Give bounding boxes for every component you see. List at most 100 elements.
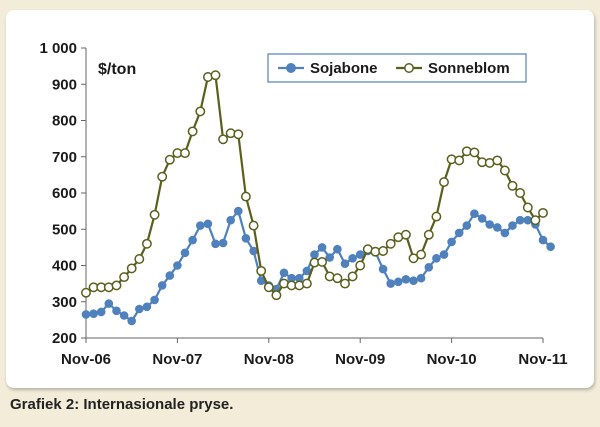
data-point bbox=[119, 311, 129, 320]
data-point bbox=[126, 263, 137, 274]
data-point bbox=[180, 148, 190, 159]
data-point bbox=[248, 220, 259, 231]
data-point bbox=[187, 126, 198, 137]
series-layer bbox=[81, 70, 555, 326]
data-point bbox=[240, 191, 251, 202]
data-point bbox=[310, 250, 319, 259]
y-tick-label: 800 bbox=[52, 113, 77, 130]
data-point bbox=[218, 238, 228, 248]
data-point bbox=[325, 253, 335, 262]
series-sonneblom bbox=[81, 70, 548, 301]
data-point bbox=[210, 70, 221, 81]
data-point bbox=[195, 106, 206, 117]
data-point bbox=[173, 261, 182, 270]
x-axis: Nov-06 Nov-07 Nov-08 Nov-09 Nov-10 Nov-11 bbox=[61, 337, 568, 368]
data-point bbox=[81, 310, 91, 319]
data-point bbox=[355, 250, 365, 259]
data-point bbox=[119, 272, 130, 283]
data-point bbox=[522, 202, 533, 213]
data-point bbox=[211, 239, 220, 249]
data-point bbox=[89, 309, 98, 319]
data-point bbox=[333, 244, 342, 254]
data-point bbox=[469, 147, 480, 158]
y-axis: 200 300 400 500 600 700 800 900 1 000 bbox=[39, 40, 87, 347]
data-point bbox=[454, 228, 464, 238]
y-tick-label: 900 bbox=[52, 76, 77, 93]
data-point bbox=[164, 154, 175, 165]
data-point bbox=[340, 278, 350, 289]
data-point bbox=[263, 282, 274, 293]
chart-frame: 200 300 400 500 600 700 800 900 1 000 Nov-06 Nov-… bbox=[6, 10, 594, 388]
data-point bbox=[142, 302, 152, 312]
data-point bbox=[104, 299, 114, 308]
data-point bbox=[157, 171, 168, 182]
data-point bbox=[135, 304, 144, 314]
data-point bbox=[462, 221, 472, 230]
data-point bbox=[233, 129, 244, 140]
data-point bbox=[188, 235, 197, 245]
data-point bbox=[249, 246, 258, 256]
data-point bbox=[301, 278, 312, 289]
data-point bbox=[409, 276, 418, 286]
data-point bbox=[241, 234, 251, 243]
data-point bbox=[424, 262, 434, 272]
y-tick-label: 400 bbox=[52, 258, 77, 275]
data-point bbox=[439, 177, 449, 188]
data-point bbox=[279, 268, 289, 278]
data-point bbox=[432, 254, 441, 263]
data-point bbox=[431, 211, 442, 222]
data-point bbox=[256, 265, 267, 276]
data-point bbox=[81, 287, 91, 298]
x-tick-label: Nov-07 bbox=[152, 351, 202, 368]
data-point bbox=[400, 229, 411, 240]
data-point bbox=[149, 209, 160, 220]
data-point bbox=[157, 281, 167, 290]
data-point bbox=[447, 237, 456, 247]
x-tick-label: Nov-11 bbox=[518, 351, 567, 368]
x-tick-label: Nov-08 bbox=[244, 351, 294, 368]
data-point bbox=[385, 238, 396, 249]
data-point bbox=[515, 188, 526, 198]
data-point bbox=[340, 259, 350, 268]
data-point bbox=[234, 206, 243, 216]
data-point bbox=[454, 155, 465, 166]
data-point bbox=[226, 215, 235, 225]
data-point bbox=[203, 219, 213, 229]
y-tick-label: 600 bbox=[52, 185, 77, 202]
data-point bbox=[165, 271, 175, 280]
data-point bbox=[538, 235, 548, 245]
x-tick-label: Nov-09 bbox=[335, 351, 385, 368]
data-point bbox=[96, 307, 106, 317]
data-point bbox=[394, 277, 403, 287]
data-point bbox=[141, 238, 152, 249]
y-tick-label: 300 bbox=[52, 294, 77, 311]
unit-label: $/ton bbox=[98, 61, 136, 78]
data-point bbox=[408, 253, 419, 264]
data-point bbox=[332, 273, 343, 284]
data-point bbox=[378, 264, 388, 274]
legend-swatch-marker bbox=[404, 63, 414, 73]
data-point bbox=[499, 165, 510, 176]
legend-label: Sonneblom bbox=[428, 60, 510, 77]
data-point bbox=[196, 221, 205, 230]
data-point bbox=[348, 254, 357, 263]
data-point bbox=[401, 275, 411, 284]
data-point bbox=[507, 180, 518, 191]
y-tick-label: 700 bbox=[52, 149, 77, 166]
data-point bbox=[218, 134, 229, 145]
data-point bbox=[416, 273, 426, 283]
data-point bbox=[515, 215, 525, 225]
data-point bbox=[271, 290, 282, 301]
legend-label: Sojabone bbox=[310, 60, 378, 77]
data-point bbox=[112, 306, 121, 316]
data-point bbox=[538, 207, 548, 218]
data-point bbox=[470, 209, 479, 218]
legend-swatch-marker bbox=[286, 63, 296, 73]
data-point bbox=[317, 243, 327, 252]
y-tick-label: 200 bbox=[52, 330, 77, 347]
series-line bbox=[85, 208, 552, 323]
data-point bbox=[546, 242, 555, 251]
data-point bbox=[492, 155, 503, 166]
data-point bbox=[386, 279, 396, 288]
